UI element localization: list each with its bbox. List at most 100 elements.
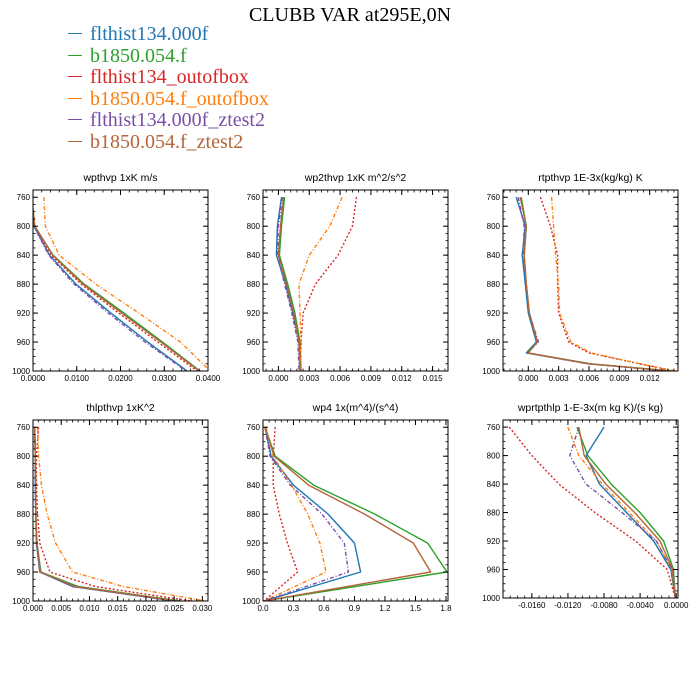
x-tick-label: -0.0080 [590,601,618,610]
y-tick-label: 1000 [242,367,260,376]
x-tick-label: 0.000 [518,374,539,383]
y-tick-label: 960 [487,338,501,347]
x-tick-label: 0.015 [423,374,444,383]
x-tick-label: 0.015 [108,604,129,613]
x-tick-label: 0.005 [51,604,72,613]
x-tick-label: 0.0100 [65,374,90,383]
chart-title: wp2thvp 1xK m^2/s^2 [304,172,407,184]
y-tick-label: 840 [247,481,261,490]
y-tick-label: 760 [487,423,501,432]
legend-item: flthist134.000f [68,23,269,46]
chart-title: wprtpthlp 1-E-3x(m kg K)/(s kg) [517,402,663,414]
chart-panel: rtpthvp 1E-3x(kg/kg) K 760 800 840 880 920 960… [482,172,679,383]
y-tick-label: 840 [17,251,31,260]
legend-swatch [68,140,82,142]
x-tick-label: 0.030 [192,604,213,613]
x-tick-label: 0.0 [257,604,269,613]
series-line [263,426,448,601]
plot-frame [32,189,209,372]
y-tick-label: 800 [17,452,31,461]
series-line [35,427,192,601]
chart-title: thlpthvp 1xK^2 [86,402,155,414]
chart-title: wpthvp 1xK m/s [82,172,157,184]
y-tick-label: 920 [487,309,501,318]
series-line [520,197,672,371]
x-tick-label: 0.0300 [152,374,177,383]
legend-swatch [68,54,82,56]
x-tick-label: -0.0040 [627,601,655,610]
y-tick-label: 920 [487,537,501,546]
series-line [585,426,676,598]
y-tick-label: 840 [247,251,261,260]
x-tick-label: 0.009 [609,374,630,383]
legend-label: b1850.054.f_outofbox [90,87,269,110]
plot-frame [502,189,679,372]
series-line [276,197,300,371]
legend: flthist134.000f b1850.054.f flthist134_o… [68,23,269,154]
chart-panel: thlpthvp 1xK^276080084088092096010000.00… [12,402,213,613]
chart-panel: wp2thvp 1xK m^2/s^2 760 800 840 880 920 960 100… [242,172,449,383]
page-title: CLUBB VAR at295E,0N [248,4,452,26]
x-tick-label: 0.006 [330,374,351,383]
plot-frame [262,419,449,602]
y-tick-label: 920 [17,539,31,548]
x-tick-label: 0.0400 [196,374,221,383]
x-tick-label: 1.2 [379,604,391,613]
series-line [263,427,299,601]
x-tick-label: 0.006 [579,374,600,383]
x-tick-label: 1.5 [410,604,422,613]
chart-panel: wp4 1x(m^4)/(s^4)76080084088092096010000… [242,402,452,613]
y-tick-label: 920 [247,539,261,548]
y-tick-label: 1000 [242,597,260,606]
y-tick-label: 840 [17,481,31,490]
legend-label: flthist134.000f [90,23,209,45]
legend-swatch [68,119,82,121]
x-tick-label: 0.0000 [664,601,689,610]
series-line [263,426,432,601]
plot-frame [262,189,449,372]
series-line [278,197,302,371]
y-tick-label: 800 [247,452,261,461]
series-line [567,426,676,598]
legend-swatch [68,32,82,34]
y-tick-label: 840 [487,480,501,489]
legend-label: b1850.054.f_ztest2 [90,130,244,153]
y-tick-label: 760 [17,423,31,432]
y-tick-label: 880 [17,510,31,519]
series-line [508,426,676,598]
series-line [34,427,175,601]
series-line [263,427,362,601]
series-line [43,197,208,370]
series-line [34,427,175,601]
legend-item: flthist134_outofbox [68,66,269,89]
series-line [33,208,187,371]
plot-frame [32,419,209,602]
y-tick-label: 760 [247,193,261,202]
x-tick-label: 1.8 [440,604,452,613]
series-line [578,426,676,598]
x-tick-label: -0.0120 [554,601,582,610]
y-tick-label: 1000 [12,367,30,376]
legend-item: b1850.054.f [68,45,269,68]
x-tick-label: 0.0200 [108,374,133,383]
legend-swatch [68,97,82,99]
y-tick-label: 880 [247,510,261,519]
y-tick-label: 800 [17,222,31,231]
series-line [515,196,670,371]
y-tick-label: 1000 [12,597,30,606]
y-tick-label: 960 [487,566,501,575]
y-tick-label: 920 [17,309,31,318]
series-line [34,427,178,601]
x-tick-label: 0.009 [361,374,382,383]
y-tick-label: 760 [487,193,501,202]
series-line [33,203,198,371]
legend-item: b1850.054.f_ztest2 [68,130,269,154]
x-tick-label: -0.0160 [518,601,546,610]
series-line [263,427,350,601]
legend-swatch [68,76,82,78]
legend-item: b1850.054.f_outofbox [68,87,269,111]
series-line [277,197,301,371]
series-line [517,197,668,371]
legend-label: flthist134.000f_ztest2 [90,109,265,132]
